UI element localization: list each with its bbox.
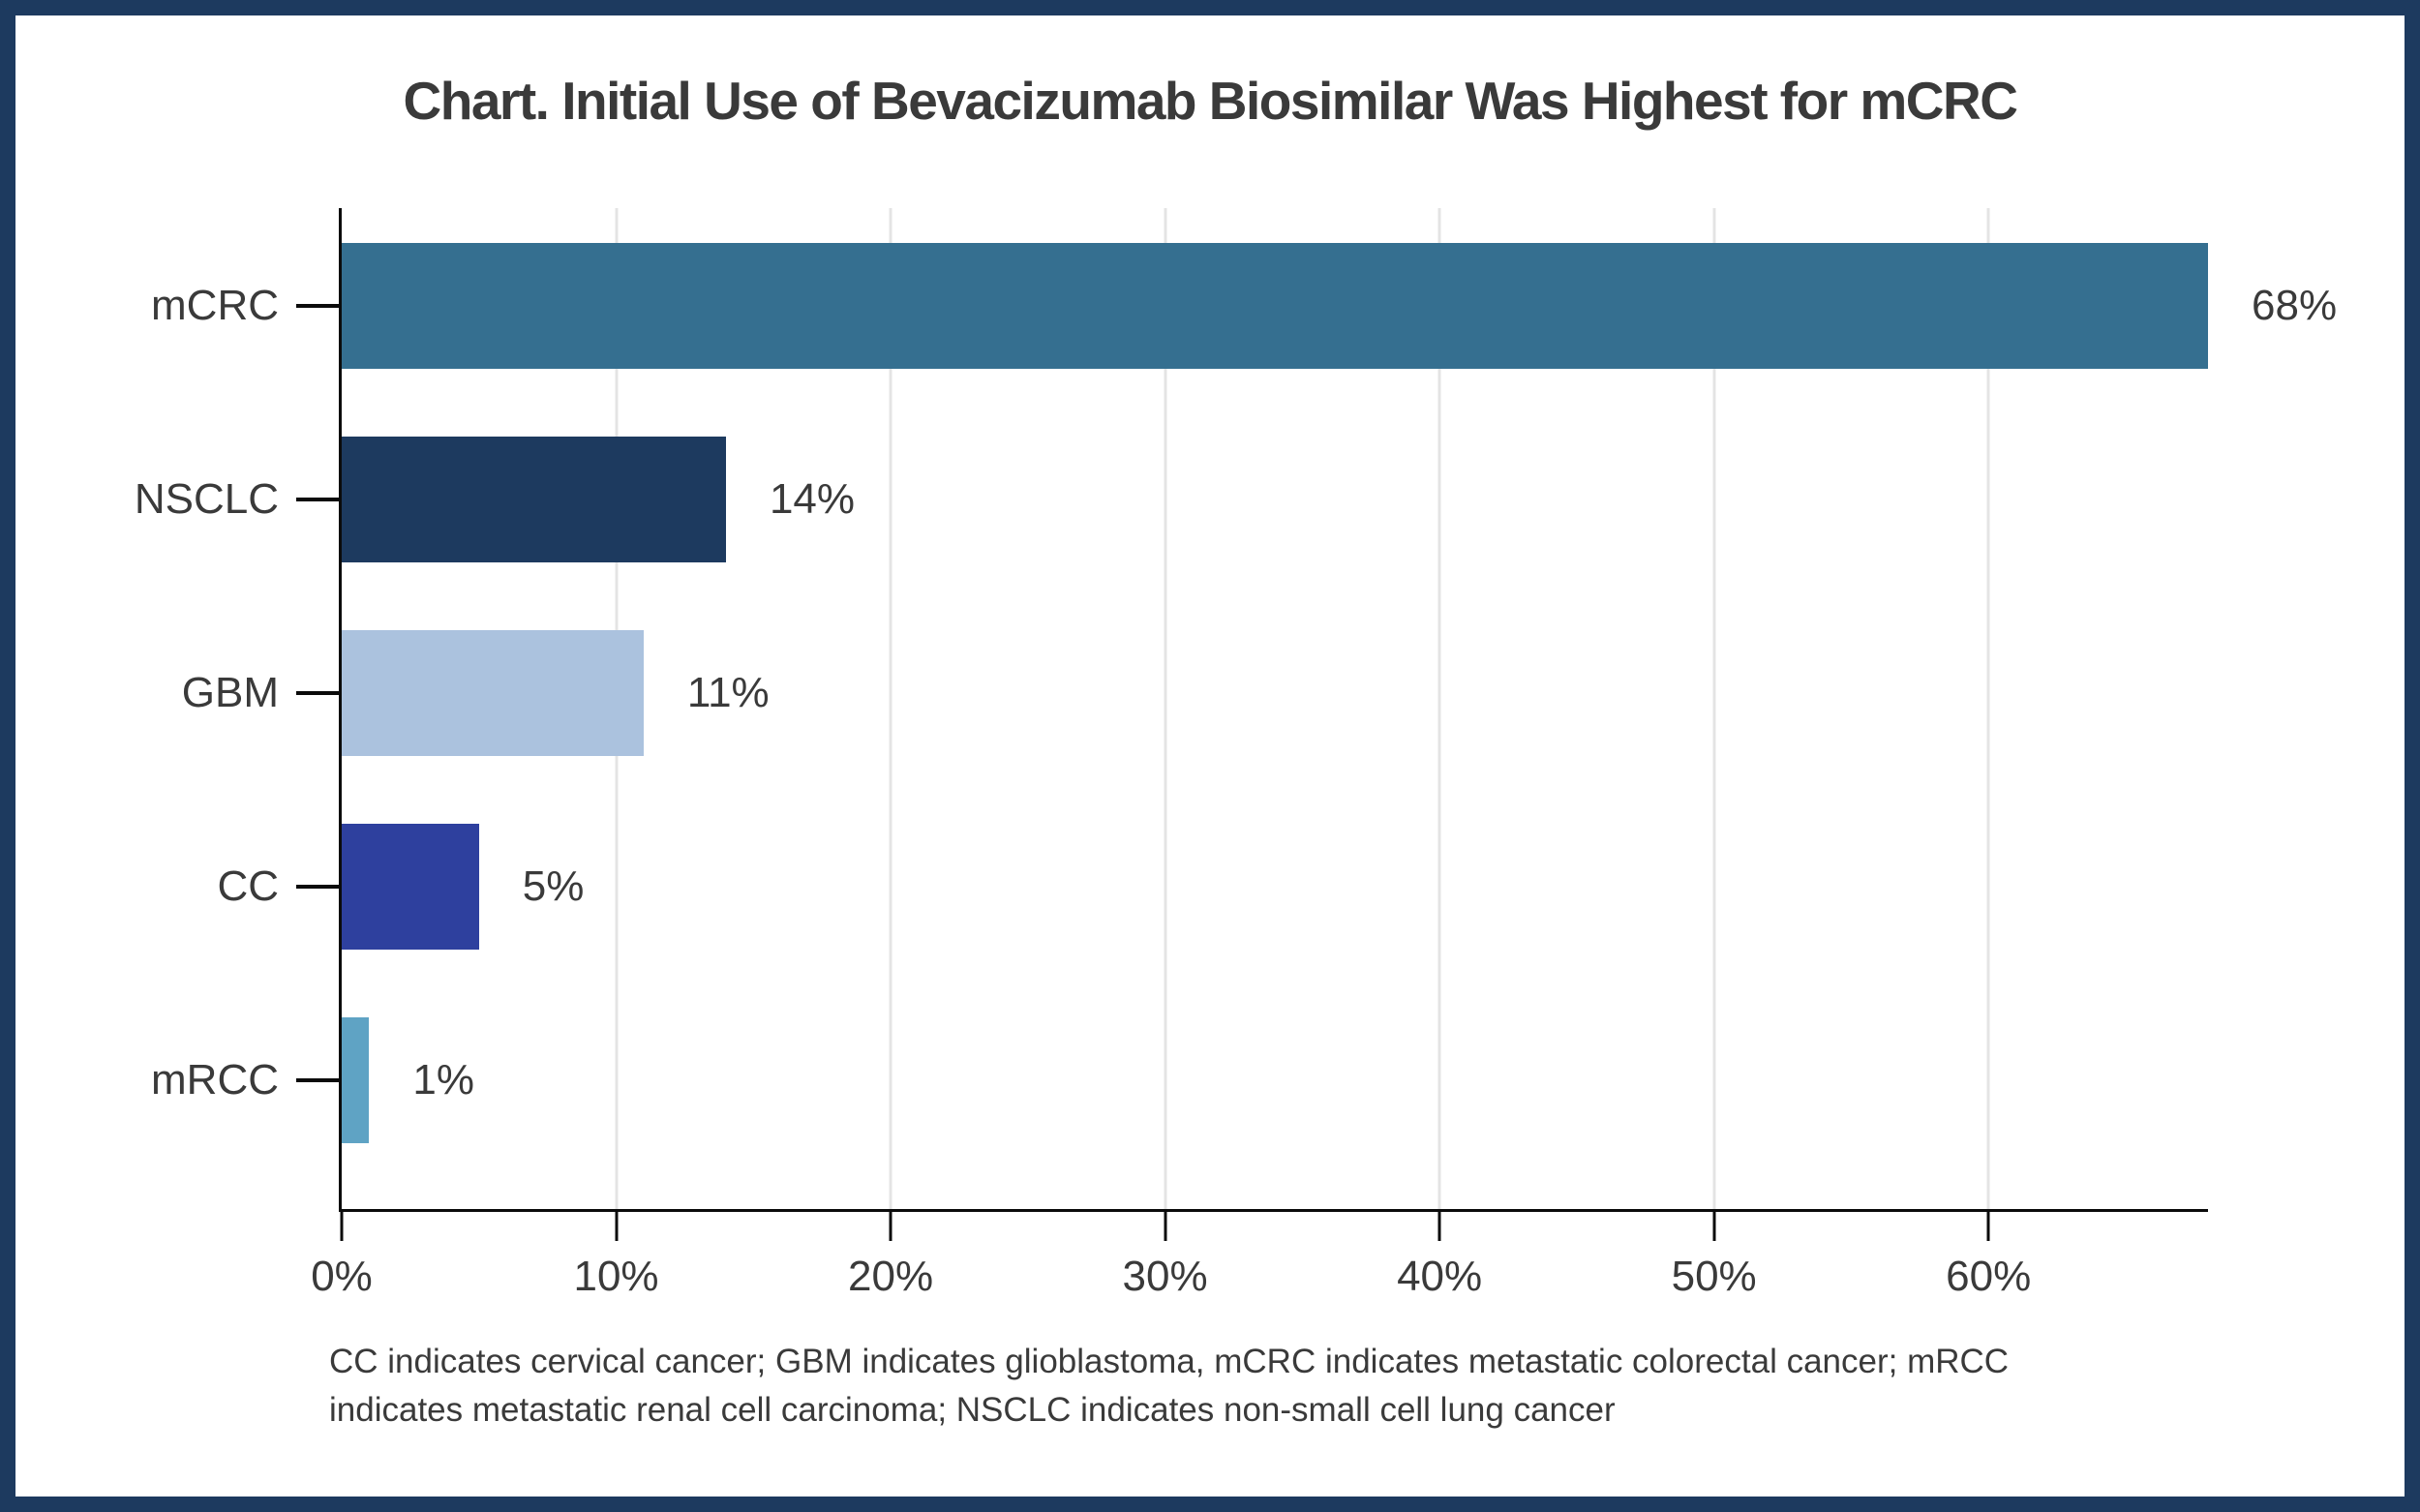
y-axis-tick-mrcc (296, 1078, 342, 1082)
x-axis-tick-40 (1437, 1209, 1441, 1241)
footnote-abbreviations: CC indicates cervical cancer; GBM indica… (329, 1343, 2010, 1429)
x-axis-tick-label-50: 50% (1671, 1253, 1757, 1300)
x-axis-tick-label-40: 40% (1397, 1253, 1483, 1300)
bar-row-mrcc: mRCC 1% (151, 1017, 2208, 1143)
y-axis-tick-mcrc (296, 304, 342, 308)
y-axis-tick-nsclc (296, 498, 342, 501)
bar-row-gbm: GBM 11% (182, 630, 2208, 756)
y-axis-tick-cc (296, 885, 342, 889)
category-label-gbm: GBM (181, 669, 279, 716)
x-axis-tick-label-0: 0% (311, 1253, 373, 1300)
value-label-mrcc: 1% (412, 1056, 474, 1104)
category-label-mcrc: mCRC (151, 282, 279, 329)
gridline-40 (1437, 208, 1441, 1209)
bar-row-cc: CC 5% (217, 824, 2208, 950)
x-axis-tick-10 (615, 1209, 619, 1241)
y-axis-tick-gbm (296, 691, 342, 695)
x-axis-tick-60 (1986, 1209, 1990, 1241)
bar-cc (342, 824, 479, 950)
bar-mrcc (342, 1017, 370, 1143)
category-label-cc: CC (217, 862, 279, 910)
gridline-60 (1986, 208, 1990, 1209)
x-axis-tick-50 (1712, 1209, 1716, 1241)
value-label-mcrc: 68% (2252, 282, 2338, 329)
gridline-30 (1164, 208, 1167, 1209)
bar-gbm (342, 630, 644, 756)
x-axis-tick-0 (340, 1209, 344, 1241)
value-label-cc: 5% (522, 862, 585, 910)
x-axis-tick-label-10: 10% (573, 1253, 659, 1300)
x-axis-tick-label-30: 30% (1122, 1253, 1208, 1300)
x-axis-tick-label-20: 20% (848, 1253, 934, 1300)
bar-row-mcrc: mCRC 68% (151, 243, 2337, 369)
bar-mcrc (342, 243, 2208, 369)
category-label-nsclc: NSCLC (134, 475, 279, 523)
x-axis-tick-20 (889, 1209, 892, 1241)
gridline-20 (889, 208, 892, 1209)
bar-row-nsclc: NSCLC 14% (135, 437, 2208, 562)
bar-nsclc (342, 437, 726, 562)
gridline-50 (1712, 208, 1716, 1209)
chart-title: Chart. Initial Use of Bevacizumab Biosim… (403, 71, 2018, 131)
x-axis-tick-label-60: 60% (1946, 1253, 2032, 1300)
bar-chart-plot-area: mCRC 68% NSCLC 14% GBM 11% CC 5% mRCC 1% 0% 10% 20% 3… (135, 208, 2337, 1300)
value-label-gbm: 11% (686, 669, 770, 716)
value-label-nsclc: 14% (769, 475, 856, 523)
x-axis-tick-30 (1164, 1209, 1167, 1241)
category-label-mrcc: mRCC (151, 1056, 279, 1104)
